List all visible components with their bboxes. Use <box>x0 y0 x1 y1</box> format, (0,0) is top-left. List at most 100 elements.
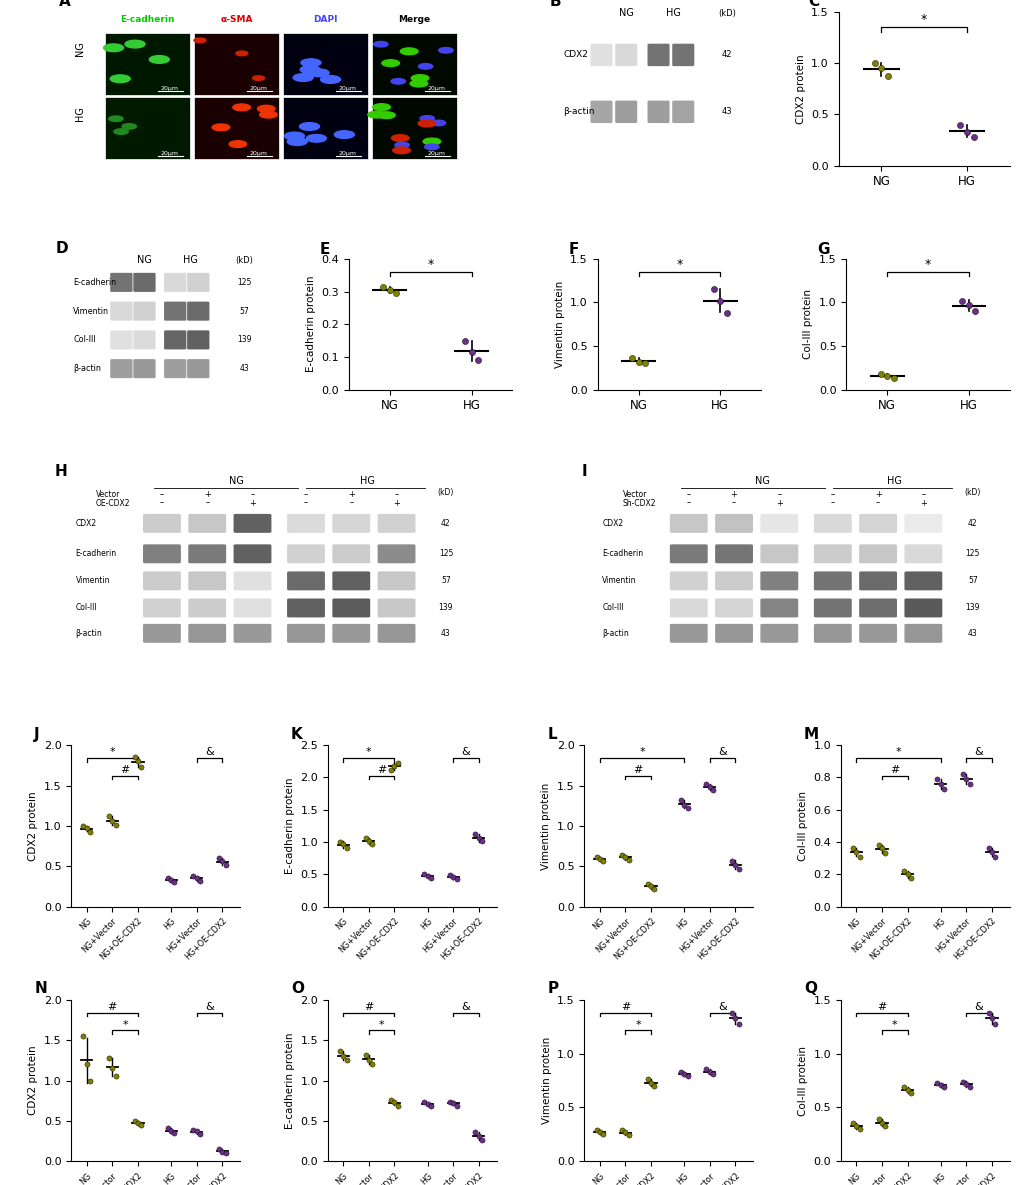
Point <box>448 1096 465 1115</box>
Bar <box>372 97 457 160</box>
Text: *: * <box>109 748 115 757</box>
Point <box>673 790 689 809</box>
FancyBboxPatch shape <box>858 598 896 617</box>
Point <box>879 68 896 87</box>
Text: NG: NG <box>75 41 86 57</box>
Point <box>878 366 895 385</box>
Point <box>613 845 630 864</box>
Text: E-cadherin: E-cadherin <box>73 277 116 287</box>
FancyBboxPatch shape <box>759 544 798 563</box>
FancyBboxPatch shape <box>189 544 226 563</box>
Text: 43: 43 <box>967 629 976 638</box>
Circle shape <box>309 69 329 77</box>
Point <box>386 1093 403 1112</box>
Point <box>899 865 915 884</box>
Point <box>723 1004 740 1023</box>
Circle shape <box>253 76 264 81</box>
Point <box>701 1063 717 1082</box>
FancyBboxPatch shape <box>858 544 896 563</box>
Point <box>884 369 901 387</box>
Text: +: + <box>775 499 782 507</box>
FancyBboxPatch shape <box>143 544 180 563</box>
Text: –: – <box>829 499 835 507</box>
Point <box>645 879 661 898</box>
Point <box>189 1122 205 1141</box>
FancyBboxPatch shape <box>186 273 209 292</box>
FancyBboxPatch shape <box>133 302 156 321</box>
Point <box>704 781 720 800</box>
Point <box>470 828 486 847</box>
Text: HG: HG <box>75 107 86 121</box>
Text: *: * <box>676 258 682 271</box>
Y-axis label: Col-III protein: Col-III protein <box>803 289 813 359</box>
Text: β-actin: β-actin <box>602 629 629 638</box>
Text: B: B <box>549 0 561 8</box>
Text: #: # <box>108 1003 117 1012</box>
FancyBboxPatch shape <box>759 514 798 533</box>
Text: HG: HG <box>183 255 198 264</box>
FancyBboxPatch shape <box>590 101 611 123</box>
Text: +: + <box>347 491 355 499</box>
FancyBboxPatch shape <box>904 598 942 617</box>
FancyBboxPatch shape <box>164 359 186 378</box>
Point <box>331 833 347 852</box>
Text: –: – <box>686 499 690 507</box>
Point <box>185 1120 202 1139</box>
FancyBboxPatch shape <box>233 623 271 642</box>
Text: D: D <box>56 242 68 256</box>
Circle shape <box>394 142 409 148</box>
Point <box>107 1066 123 1085</box>
Y-axis label: E-cadherin protein: E-cadherin protein <box>284 777 294 875</box>
Text: 125: 125 <box>237 277 252 287</box>
Point <box>928 1074 945 1093</box>
Point <box>630 352 646 371</box>
Point <box>364 1055 380 1074</box>
Point <box>101 807 117 826</box>
FancyBboxPatch shape <box>714 514 752 533</box>
Text: &: & <box>717 748 727 757</box>
FancyBboxPatch shape <box>714 623 752 642</box>
Point <box>951 115 967 134</box>
Text: E-cadherin: E-cadherin <box>120 15 175 24</box>
FancyBboxPatch shape <box>669 623 707 642</box>
Point <box>876 1116 893 1135</box>
Point <box>676 795 692 814</box>
Circle shape <box>392 147 410 154</box>
Point <box>470 1127 486 1146</box>
FancyBboxPatch shape <box>813 571 851 590</box>
FancyBboxPatch shape <box>189 598 226 617</box>
FancyBboxPatch shape <box>672 44 694 66</box>
Point <box>82 822 98 841</box>
Y-axis label: E-cadherin protein: E-cadherin protein <box>284 1032 294 1129</box>
Bar <box>372 33 457 95</box>
Circle shape <box>232 104 250 110</box>
Point <box>474 1130 490 1149</box>
Text: #: # <box>876 1003 886 1012</box>
Circle shape <box>423 139 440 145</box>
Text: 42: 42 <box>967 519 976 527</box>
FancyBboxPatch shape <box>858 623 896 642</box>
Text: –: – <box>686 491 690 499</box>
FancyBboxPatch shape <box>286 571 325 590</box>
Text: &: & <box>974 748 982 757</box>
Point <box>129 751 146 770</box>
Y-axis label: Vimentin protein: Vimentin protein <box>554 281 565 367</box>
FancyBboxPatch shape <box>286 623 325 642</box>
Point <box>160 1119 176 1138</box>
Point <box>954 1072 970 1091</box>
Point <box>982 1008 999 1027</box>
Point <box>844 839 860 858</box>
Point <box>166 873 182 892</box>
FancyBboxPatch shape <box>377 571 415 590</box>
FancyBboxPatch shape <box>143 623 180 642</box>
Circle shape <box>381 59 399 66</box>
Circle shape <box>149 56 169 63</box>
FancyBboxPatch shape <box>377 514 415 533</box>
Point <box>613 1121 630 1140</box>
Point <box>961 775 977 794</box>
Circle shape <box>390 78 405 84</box>
FancyBboxPatch shape <box>143 598 180 617</box>
Text: 139: 139 <box>965 603 979 613</box>
Text: +: + <box>730 491 737 499</box>
Y-axis label: Col-III protein: Col-III protein <box>797 1045 807 1115</box>
